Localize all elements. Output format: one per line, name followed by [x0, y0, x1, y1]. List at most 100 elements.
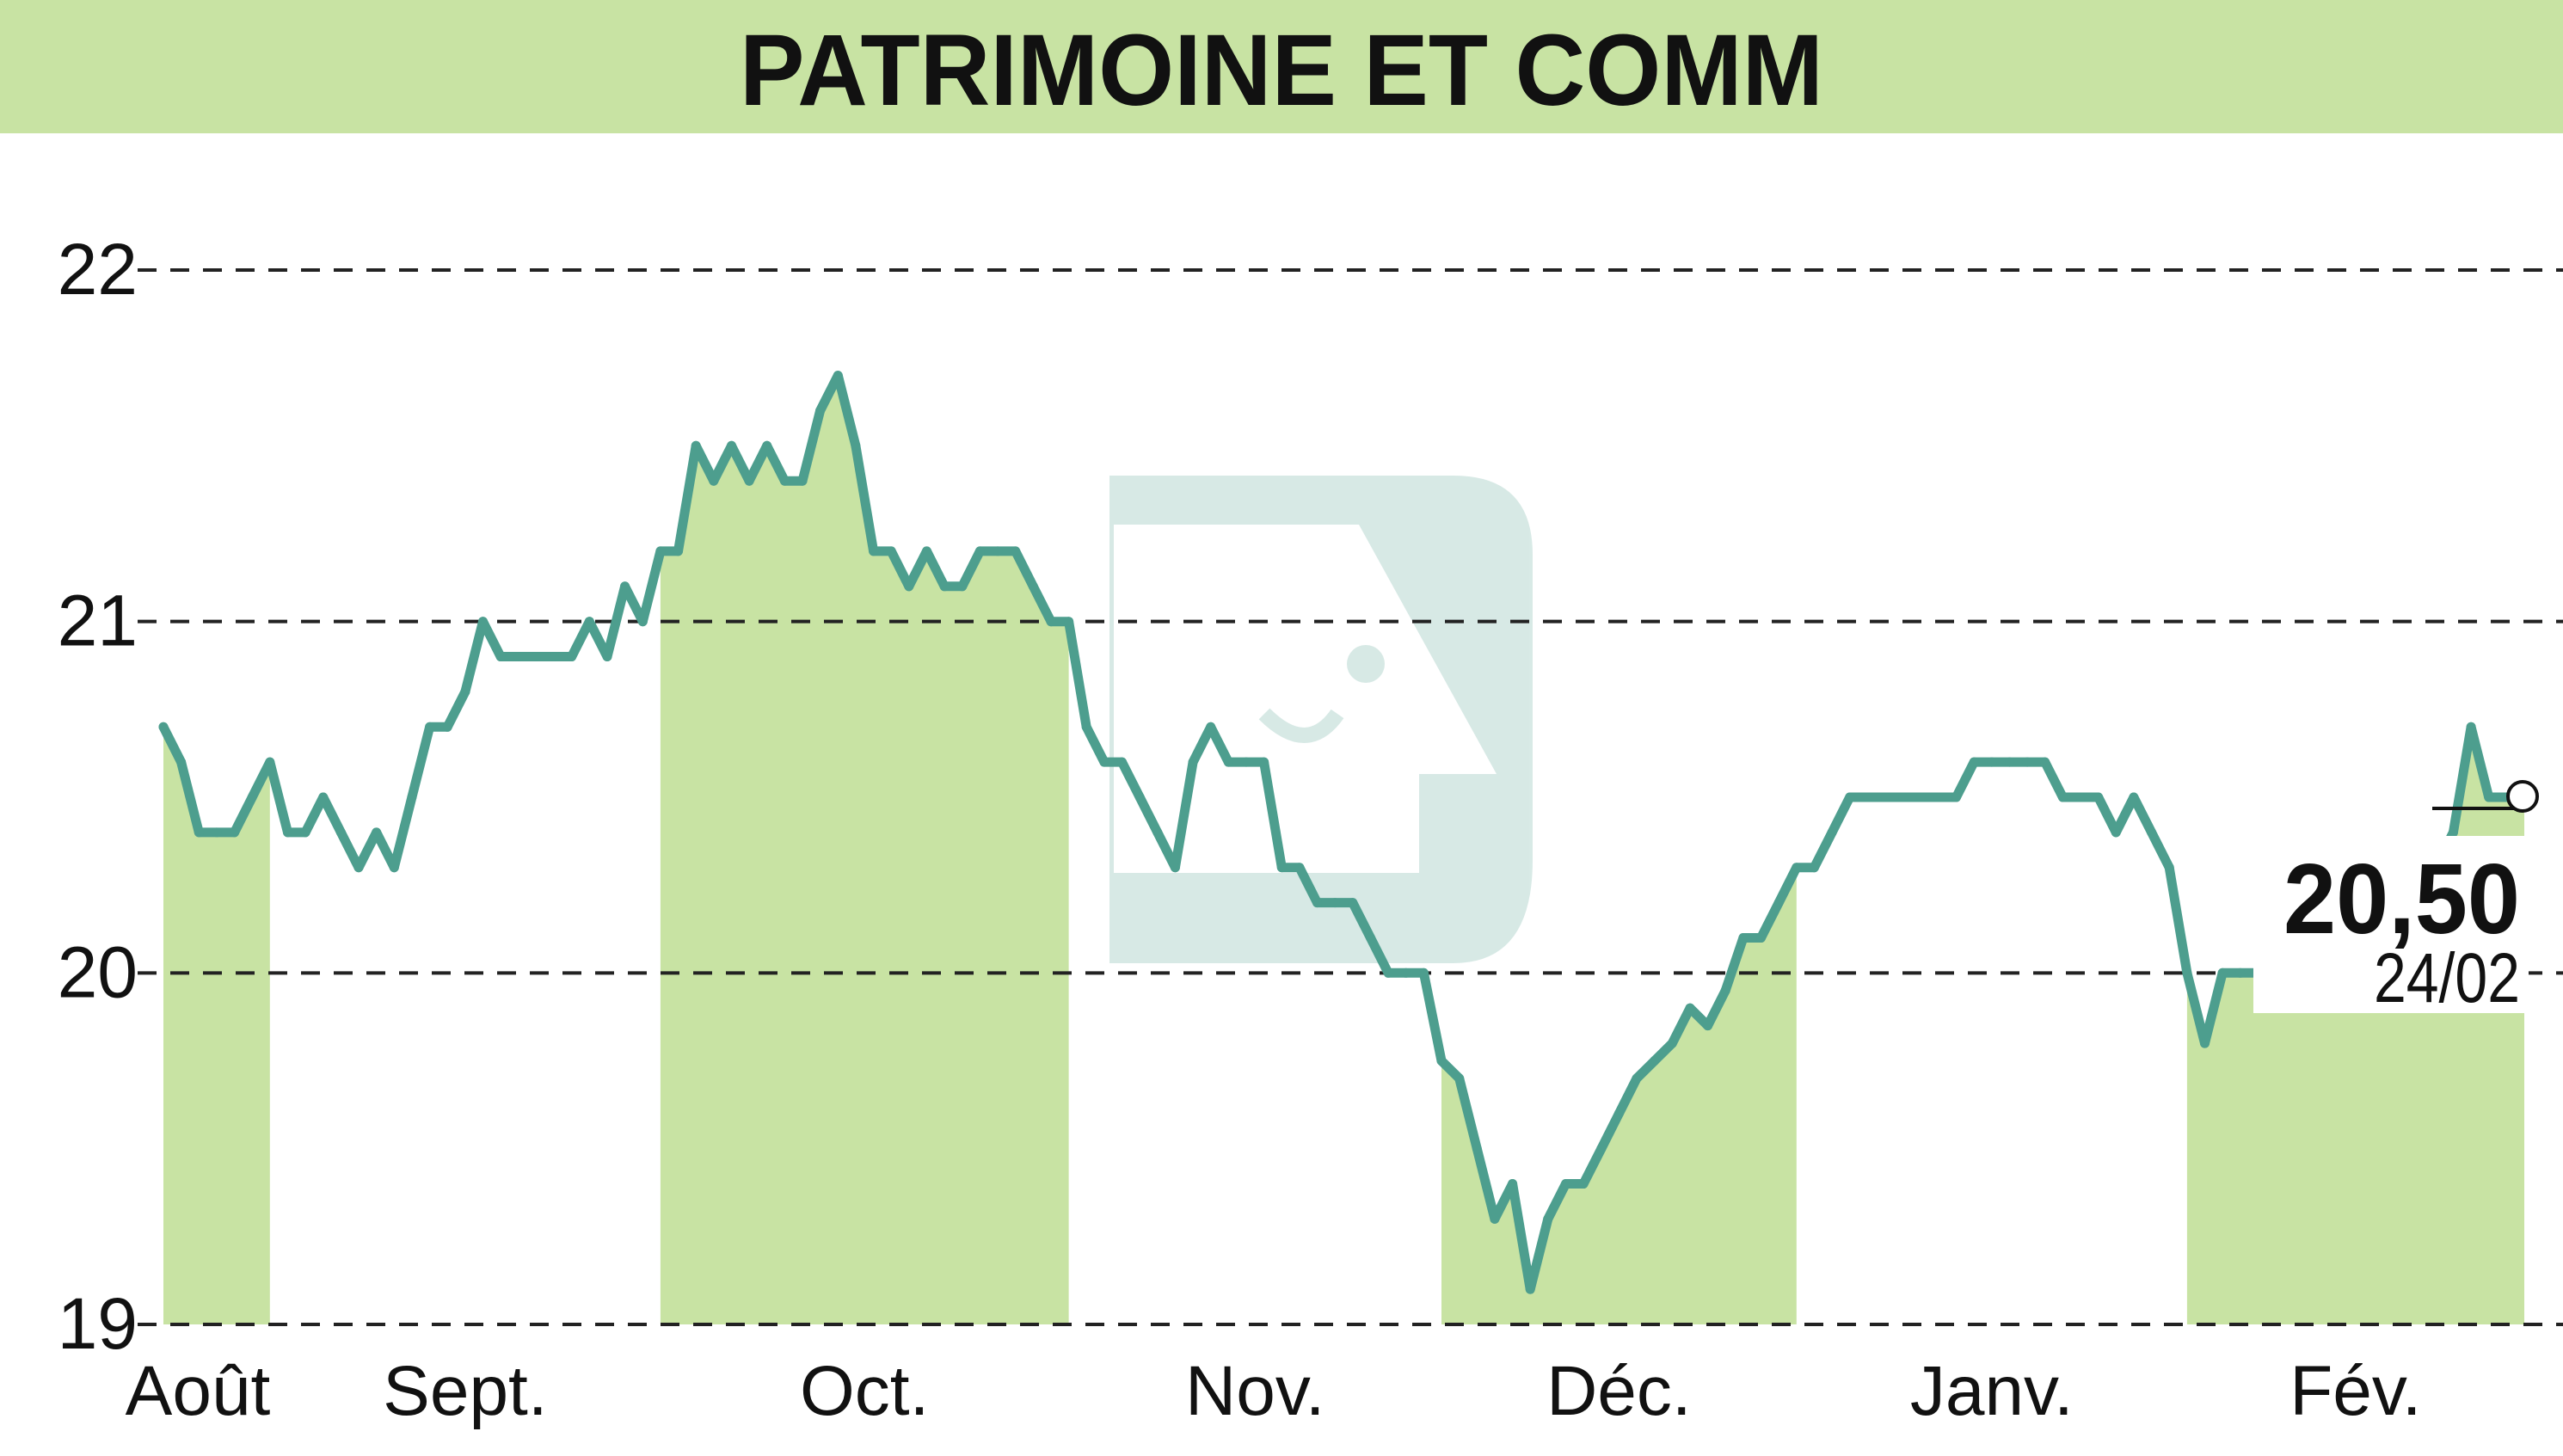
data-point — [673, 546, 683, 556]
data-point — [2235, 968, 2246, 978]
x-tick-label: Fév. — [2289, 1352, 2421, 1430]
data-point — [318, 792, 329, 802]
data-point — [353, 863, 364, 873]
data-point — [1827, 827, 1837, 838]
data-point — [1490, 1213, 1500, 1224]
data-point — [2040, 757, 2050, 767]
data-point — [1188, 757, 1198, 767]
data-point — [904, 581, 914, 592]
data-point — [1756, 933, 1766, 943]
data-point — [2057, 792, 2068, 802]
data-point — [2182, 968, 2192, 978]
data-point — [939, 581, 950, 592]
x-tick-label: Déc. — [1546, 1352, 1692, 1430]
data-point — [2022, 757, 2032, 767]
data-point — [176, 757, 187, 767]
data-point — [2164, 863, 2174, 873]
data-point — [1845, 792, 1855, 802]
last-value-marker — [2506, 780, 2539, 813]
y-tick-label: 22 — [58, 229, 138, 310]
data-point — [1134, 792, 1145, 802]
data-point — [851, 440, 861, 451]
data-point — [2466, 722, 2476, 732]
data-point — [372, 827, 382, 838]
data-point — [1366, 933, 1375, 943]
data-point — [1703, 1021, 1713, 1031]
data-point — [407, 792, 417, 802]
data-point — [620, 581, 630, 592]
month-shade-4 — [1441, 867, 1797, 1324]
data-point — [886, 546, 896, 556]
data-point — [1525, 1284, 1535, 1294]
data-point — [1401, 968, 1411, 978]
data-point — [1809, 863, 1819, 873]
data-point — [727, 440, 736, 451]
data-point — [425, 722, 435, 732]
data-point — [1578, 1179, 1589, 1189]
data-point — [1330, 898, 1340, 908]
data-point — [1117, 757, 1127, 767]
data-point — [2075, 792, 2086, 802]
data-point — [1792, 863, 1802, 873]
data-point — [993, 546, 1003, 556]
data-point — [495, 652, 506, 661]
data-point — [300, 827, 310, 838]
data-point — [265, 757, 275, 767]
data-point — [1011, 546, 1021, 556]
data-point — [2147, 827, 2157, 838]
data-point — [1862, 792, 1872, 802]
data-point — [1508, 1179, 1518, 1189]
data-point — [283, 827, 292, 838]
data-point — [1720, 986, 1730, 996]
data-point — [513, 652, 524, 661]
data-point — [762, 440, 772, 451]
data-point — [1596, 1144, 1607, 1154]
data-point — [567, 652, 577, 661]
last-value-box — [2253, 836, 2529, 1013]
data-point — [460, 686, 470, 697]
data-point — [1223, 757, 1233, 767]
data-point — [744, 476, 754, 486]
data-point — [1276, 863, 1287, 873]
data-point — [1294, 863, 1305, 873]
data-point — [2484, 792, 2494, 802]
data-point — [478, 617, 488, 627]
data-point — [1454, 1073, 1465, 1084]
data-point — [1241, 757, 1251, 767]
data-point — [1436, 1056, 1447, 1066]
data-point — [212, 827, 222, 838]
data-point — [1099, 757, 1109, 767]
data-point — [2093, 792, 2104, 802]
data-point — [1028, 581, 1038, 592]
data-point — [1046, 617, 1056, 627]
data-point — [637, 617, 648, 627]
x-tick-label: Août — [126, 1352, 271, 1430]
data-point — [1773, 898, 1784, 908]
data-point — [1170, 863, 1180, 873]
data-point — [2448, 827, 2458, 838]
data-point — [2200, 1038, 2210, 1048]
data-point — [869, 546, 879, 556]
data-point — [247, 792, 257, 802]
data-point — [1418, 968, 1429, 978]
data-point — [1933, 792, 1944, 802]
data-point — [655, 546, 666, 556]
data-point — [1738, 933, 1749, 943]
data-point — [957, 581, 968, 592]
x-tick-label: Oct. — [800, 1352, 929, 1430]
data-point — [602, 652, 612, 661]
data-point — [1348, 898, 1358, 908]
data-point — [691, 440, 701, 451]
data-point — [1650, 1056, 1660, 1066]
data-point — [1969, 757, 1979, 767]
data-point — [389, 863, 399, 873]
data-point — [549, 652, 559, 661]
data-point — [442, 722, 452, 732]
data-point — [2005, 757, 2014, 767]
title-band — [0, 0, 2563, 133]
data-point — [1383, 968, 1393, 978]
data-point — [1152, 827, 1163, 838]
data-point — [1472, 1144, 1482, 1154]
data-point — [2111, 827, 2121, 838]
